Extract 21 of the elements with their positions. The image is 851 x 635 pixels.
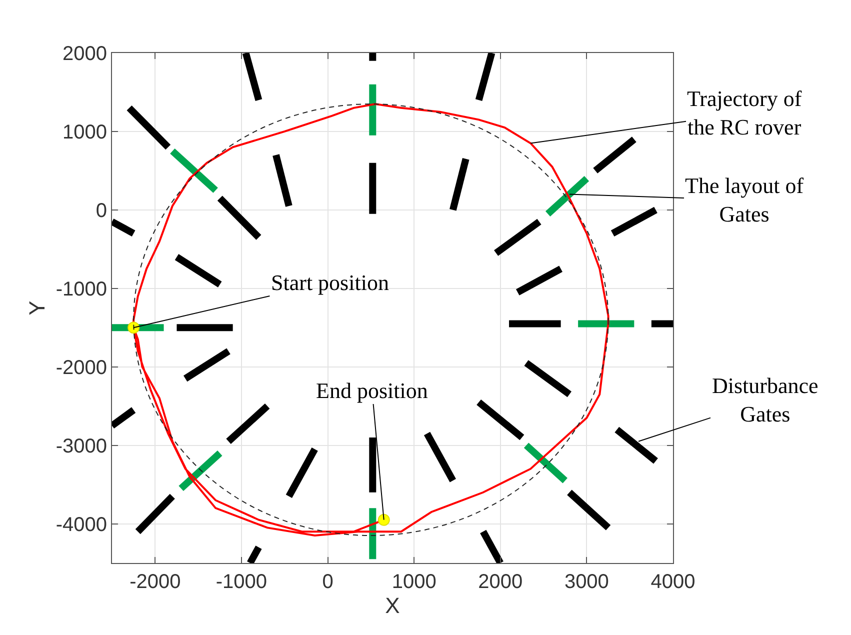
x-tick-label: 3000 bbox=[564, 571, 609, 593]
y-tick-label: 2000 bbox=[62, 43, 107, 65]
x-tick-label: 0 bbox=[322, 571, 334, 593]
y-tick-label: -1000 bbox=[56, 278, 107, 300]
y-axis-title: Y bbox=[24, 300, 50, 316]
x-tick-label: -1000 bbox=[216, 571, 268, 593]
x-axis-title: X bbox=[385, 593, 400, 618]
annotation: The layout of Gates bbox=[685, 173, 804, 227]
x-tick-label: 4000 bbox=[650, 571, 696, 593]
y-tick-label: 1000 bbox=[62, 121, 107, 144]
y-tick-label: -2000 bbox=[56, 356, 107, 379]
annotation: Start position bbox=[271, 270, 389, 295]
y-tick-label: 0 bbox=[96, 200, 107, 222]
annotation: End position bbox=[316, 378, 428, 403]
x-tick-label: -2000 bbox=[130, 571, 181, 593]
annotation: Disturbance Gates bbox=[712, 373, 818, 427]
x-tick-label: 1000 bbox=[392, 571, 436, 593]
y-tick-label: -4000 bbox=[56, 514, 107, 536]
x-tick-label: 2000 bbox=[478, 571, 523, 593]
annotation: Trajectory of the RC rover bbox=[687, 86, 802, 140]
y-tick-label: -3000 bbox=[56, 435, 107, 458]
